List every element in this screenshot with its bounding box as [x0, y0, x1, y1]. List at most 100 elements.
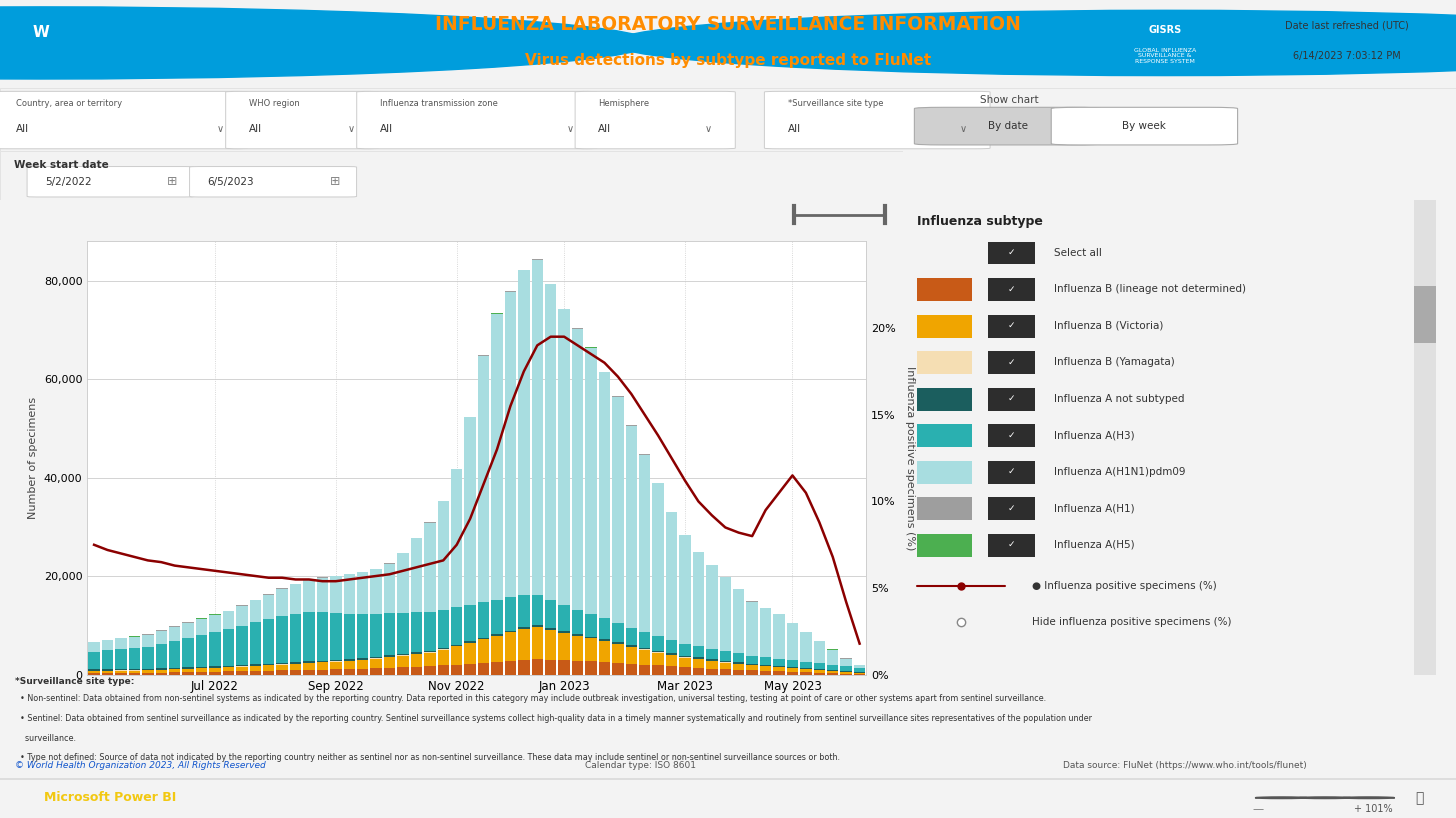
Text: ∨: ∨	[348, 124, 355, 134]
Bar	[801, 672, 811, 675]
Text: Data source: FluNet (https://www.who.int/tools/flunet): Data source: FluNet (https://www.who.int…	[1063, 761, 1306, 770]
Bar	[182, 638, 194, 667]
Text: All: All	[788, 124, 801, 134]
Bar	[505, 631, 515, 632]
Bar	[236, 606, 248, 626]
Bar	[732, 654, 744, 663]
Bar	[559, 633, 569, 660]
Bar	[249, 622, 261, 664]
Bar	[424, 523, 435, 612]
Bar	[264, 619, 274, 663]
Bar	[491, 600, 502, 634]
Bar	[626, 647, 636, 663]
Bar	[598, 639, 610, 640]
Bar	[626, 627, 636, 645]
Bar	[760, 665, 772, 666]
Bar	[585, 661, 597, 675]
Bar	[814, 671, 826, 673]
Text: GISRS: GISRS	[1149, 25, 1181, 35]
Bar	[693, 646, 705, 658]
Bar	[331, 662, 342, 669]
Bar	[236, 671, 248, 675]
Bar	[773, 672, 785, 675]
Bar	[424, 612, 435, 651]
Bar	[303, 670, 314, 675]
Bar	[156, 668, 167, 670]
Bar	[680, 644, 690, 656]
Bar	[559, 309, 569, 605]
Bar	[626, 645, 636, 646]
Bar	[115, 638, 127, 649]
Text: ✓: ✓	[1008, 467, 1015, 476]
Bar	[545, 600, 556, 628]
Bar	[680, 667, 690, 675]
Bar	[128, 673, 140, 675]
Text: + 101%: + 101%	[1354, 804, 1393, 814]
Bar	[478, 356, 489, 602]
Bar	[572, 636, 584, 661]
Bar	[331, 576, 342, 613]
FancyBboxPatch shape	[226, 92, 379, 149]
Text: © World Health Organization 2023, All Rights Reserved: © World Health Organization 2023, All Ri…	[15, 761, 265, 770]
Bar	[223, 672, 234, 675]
Text: INFLUENZA LABORATORY SURVEILLANCE INFORMATION: INFLUENZA LABORATORY SURVEILLANCE INFORM…	[435, 15, 1021, 34]
Bar	[706, 649, 718, 659]
Bar	[598, 618, 610, 639]
Bar	[115, 673, 127, 675]
Bar	[210, 666, 221, 667]
Bar	[411, 538, 422, 612]
Bar	[531, 260, 543, 595]
Text: Influenza A not subtyped: Influenza A not subtyped	[1054, 393, 1184, 404]
Bar	[102, 650, 114, 669]
Text: 5/2/2022: 5/2/2022	[45, 177, 92, 187]
Bar	[1414, 285, 1436, 343]
Bar	[317, 670, 328, 675]
Bar	[585, 614, 597, 636]
Text: ✓: ✓	[1008, 357, 1015, 366]
Text: Influenza A(H3): Influenza A(H3)	[1054, 430, 1134, 440]
Bar	[195, 619, 207, 635]
Bar	[840, 658, 852, 666]
Bar	[89, 669, 100, 671]
Bar	[917, 461, 973, 483]
Text: • Sentinel: Data obtained from sentinel surveillance as indicated by the reporti: • Sentinel: Data obtained from sentinel …	[15, 714, 1092, 723]
Bar	[182, 622, 194, 638]
Bar	[719, 651, 731, 661]
Text: ✓: ✓	[1008, 394, 1015, 403]
Bar	[156, 672, 167, 675]
Bar	[303, 580, 314, 612]
Circle shape	[1342, 797, 1395, 798]
Bar	[317, 663, 328, 670]
FancyBboxPatch shape	[914, 107, 1101, 145]
Bar	[424, 667, 435, 675]
Bar	[518, 629, 530, 659]
Bar	[827, 672, 839, 673]
Text: Influenza transmission zone: Influenza transmission zone	[380, 99, 498, 108]
Bar	[210, 631, 221, 666]
Text: ✓: ✓	[1008, 248, 1015, 257]
Bar	[478, 663, 489, 675]
Bar	[801, 669, 811, 672]
Bar	[827, 650, 839, 665]
Bar	[639, 648, 651, 649]
FancyBboxPatch shape	[189, 167, 357, 197]
Bar	[639, 664, 651, 675]
Bar	[303, 661, 314, 663]
Bar	[786, 623, 798, 660]
Bar	[989, 425, 1035, 447]
Bar	[102, 673, 114, 675]
Bar	[210, 615, 221, 631]
Text: ✓: ✓	[1008, 504, 1015, 513]
Bar	[598, 640, 610, 662]
Bar	[143, 635, 153, 646]
Bar	[665, 640, 677, 654]
Bar	[89, 671, 100, 673]
Bar	[290, 614, 301, 662]
Bar	[424, 653, 435, 667]
Text: ∨: ∨	[705, 124, 712, 134]
Circle shape	[1299, 797, 1351, 798]
Bar	[344, 659, 355, 661]
Bar	[801, 632, 811, 662]
Bar	[397, 654, 409, 655]
Bar	[840, 671, 852, 672]
